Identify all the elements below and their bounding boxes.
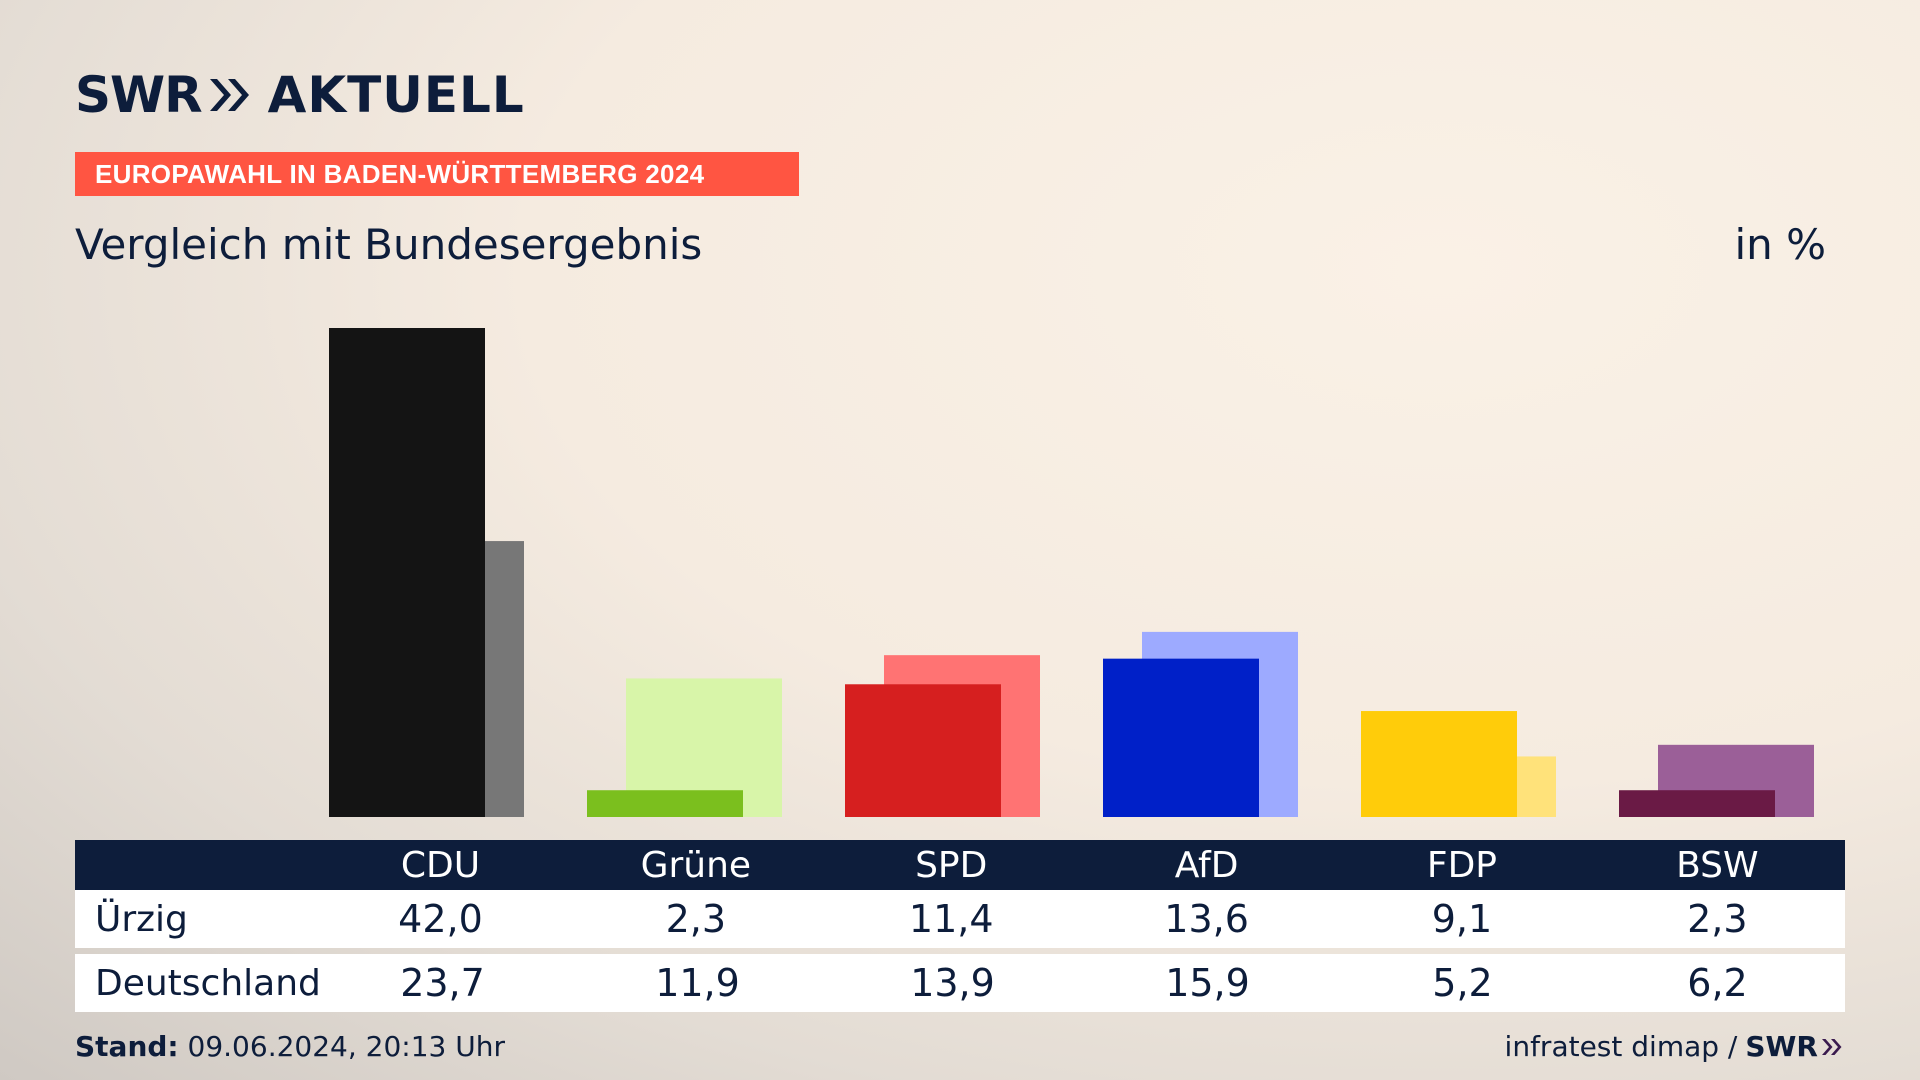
row-label: Deutschland (95, 962, 321, 1004)
bar-uerzig-grüne (587, 790, 743, 817)
table-cell: 6,2 (1687, 961, 1748, 1005)
logo-swr-text: SWR (75, 66, 203, 124)
table-header-row: CDU Grüne SPD AfD FDP BSW (75, 840, 1845, 890)
swr-small-text: SWR (1745, 1030, 1818, 1063)
swr-aktuell-logo: SWR AKTUELL (75, 66, 525, 124)
table-row: Deutschland 23,7 11,9 13,9 15,9 5,2 6,2 (75, 954, 1845, 1012)
table-cell: 23,7 (400, 961, 485, 1005)
table-header-cell: FDP (1426, 844, 1498, 886)
logo-aktuell-text: AKTUELL (267, 66, 525, 124)
table-cell: 2,3 (1687, 897, 1748, 941)
table-header-cell: BSW (1676, 844, 1759, 886)
table-cell: 42,0 (398, 897, 483, 941)
table-header-cell: SPD (915, 844, 988, 886)
bar-uerzig-bsw (1619, 790, 1775, 817)
table-cell: 2,3 (665, 897, 727, 941)
row-label: Ürzig (95, 898, 188, 940)
timestamp: Stand: 09.06.2024, 20:13 Uhr (75, 1030, 505, 1063)
table-header-cell: Grüne (640, 844, 752, 886)
chart-subtitle: Vergleich mit Bundesergebnis (75, 220, 703, 269)
table-cell: 9,1 (1431, 897, 1493, 941)
table-row: Ürzig 42,0 2,3 11,4 13,6 9,1 2,3 (75, 890, 1845, 948)
election-banner: EUROPAWAHL IN BADEN-WÜRTTEMBERG 2024 (75, 152, 799, 196)
source-credit: infratest dimap / SWR (1505, 1030, 1844, 1063)
swr-small-logo: SWR (1745, 1030, 1844, 1063)
unit-label: in % (1734, 220, 1826, 269)
table-header-cell: AfD (1174, 844, 1239, 886)
chevron-double-right-icon (1822, 1038, 1842, 1055)
table-cell: 11,9 (655, 961, 740, 1005)
bar-uerzig-afd (1103, 658, 1259, 817)
source-text: infratest dimap / (1504, 1030, 1738, 1063)
table-cell: 11,4 (908, 897, 994, 941)
table-cell: 15,9 (1165, 961, 1250, 1005)
bar-uerzig-spd (845, 684, 1001, 817)
bar-uerzig-cdu (329, 328, 485, 817)
bar-chart (329, 328, 1814, 817)
chevron-double-right-icon (209, 79, 249, 111)
table-header-cell: CDU (400, 844, 481, 886)
table-cell: 13,9 (910, 961, 995, 1005)
stand-value: 09.06.2024, 20:13 Uhr (187, 1030, 505, 1063)
table-cell: 13,6 (1164, 897, 1249, 941)
results-table: CDU Grüne SPD AfD FDP BSW Ürzig 42,0 2,3… (75, 840, 1845, 1012)
stand-label: Stand: (75, 1030, 179, 1063)
table-cell: 5,2 (1432, 961, 1493, 1005)
bar-uerzig-fdp (1361, 711, 1517, 817)
